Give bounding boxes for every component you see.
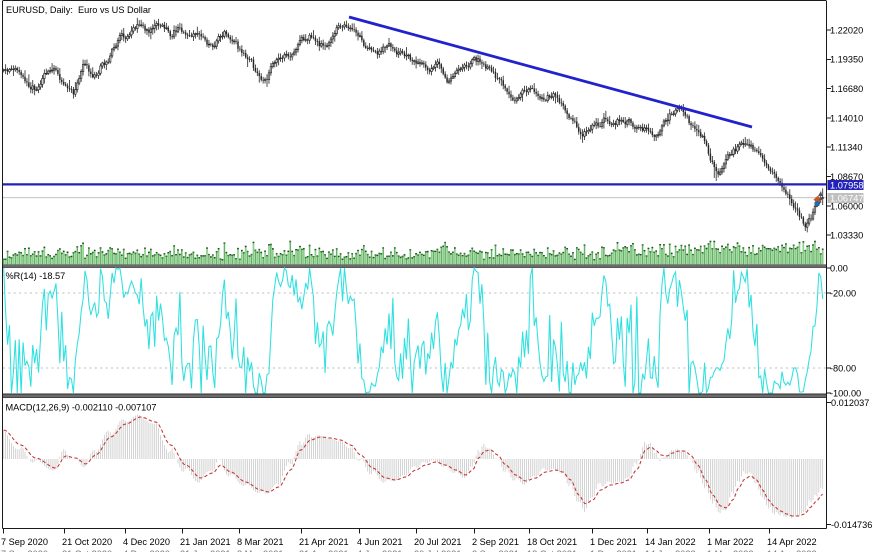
svg-text:1.11340: 1.11340 xyxy=(830,143,863,153)
svg-text:2 Sep 2021: 2 Sep 2021 xyxy=(472,549,519,552)
svg-text:21 Oct 2020: 21 Oct 2020 xyxy=(62,537,112,547)
svg-text:1 Dec 2021: 1 Dec 2021 xyxy=(590,537,637,547)
svg-text:1.08670: 1.08670 xyxy=(830,172,863,182)
svg-text:20 Jul 2021: 20 Jul 2021 xyxy=(414,549,462,552)
svg-text:7 Sep 2020: 7 Sep 2020 xyxy=(1,537,48,547)
svg-text:4 Jun 2021: 4 Jun 2021 xyxy=(357,537,402,547)
svg-text:1.06747: 1.06747 xyxy=(830,193,864,203)
svg-text:%R(14) -18.57: %R(14) -18.57 xyxy=(6,271,66,281)
svg-text:4 Dec 2020: 4 Dec 2020 xyxy=(123,549,170,552)
svg-text:7 Sep 2020: 7 Sep 2020 xyxy=(1,549,48,552)
svg-text:2 Sep 2021: 2 Sep 2021 xyxy=(472,537,519,547)
svg-text:0.012037: 0.012037 xyxy=(831,398,869,408)
svg-text:1.06000: 1.06000 xyxy=(830,201,863,211)
svg-text:1.16680: 1.16680 xyxy=(830,84,863,94)
svg-text:4 Jun 2021: 4 Jun 2021 xyxy=(357,549,402,552)
svg-text:-0.014736: -0.014736 xyxy=(831,520,872,530)
svg-text:14 Jan 2022: 14 Jan 2022 xyxy=(645,537,696,547)
svg-text:14 Apr 2022: 14 Apr 2022 xyxy=(767,549,817,552)
svg-text:MACD(12,26,9) -0.002110 -0.007: MACD(12,26,9) -0.002110 -0.007107 xyxy=(6,403,157,413)
svg-text:14 Jan 2022: 14 Jan 2022 xyxy=(645,549,696,552)
svg-text:-20.00: -20.00 xyxy=(830,288,856,298)
svg-text:1 Dec 2021: 1 Dec 2021 xyxy=(590,549,637,552)
svg-text:1.22020: 1.22020 xyxy=(830,25,863,35)
svg-text:1.07958: 1.07958 xyxy=(830,180,864,190)
svg-text:1 Mar 2022: 1 Mar 2022 xyxy=(707,549,753,552)
svg-text:1.19350: 1.19350 xyxy=(830,55,863,65)
svg-text:8 Mar 2021: 8 Mar 2021 xyxy=(237,549,283,552)
svg-text:1 Mar 2022: 1 Mar 2022 xyxy=(707,537,753,547)
svg-text:1.03330: 1.03330 xyxy=(830,231,863,241)
svg-text:21 Jan 2021: 21 Jan 2021 xyxy=(180,549,231,552)
svg-text:0.00: 0.00 xyxy=(830,263,848,273)
svg-text:21 Oct 2020: 21 Oct 2020 xyxy=(62,549,112,552)
svg-text:14 Apr 2022: 14 Apr 2022 xyxy=(767,537,817,547)
svg-text:18 Oct 2021: 18 Oct 2021 xyxy=(527,537,577,547)
svg-text:1.14010: 1.14010 xyxy=(830,113,863,123)
svg-text:8 Mar 2021: 8 Mar 2021 xyxy=(237,537,283,547)
svg-text:21 Apr 2021: 21 Apr 2021 xyxy=(299,549,349,552)
svg-text:-80.00: -80.00 xyxy=(830,363,856,373)
svg-text:21 Jan 2021: 21 Jan 2021 xyxy=(180,537,231,547)
svg-text:18 Oct 2021: 18 Oct 2021 xyxy=(527,549,577,552)
svg-text:EURUSD, Daily: Euro vs US Dol: EURUSD, Daily: Euro vs US Dollar xyxy=(6,5,151,15)
svg-text:-100.00: -100.00 xyxy=(830,388,861,398)
svg-text:20 Jul 2021: 20 Jul 2021 xyxy=(414,537,462,547)
svg-text:4 Dec 2020: 4 Dec 2020 xyxy=(123,537,170,547)
svg-text:21 Apr 2021: 21 Apr 2021 xyxy=(299,537,349,547)
